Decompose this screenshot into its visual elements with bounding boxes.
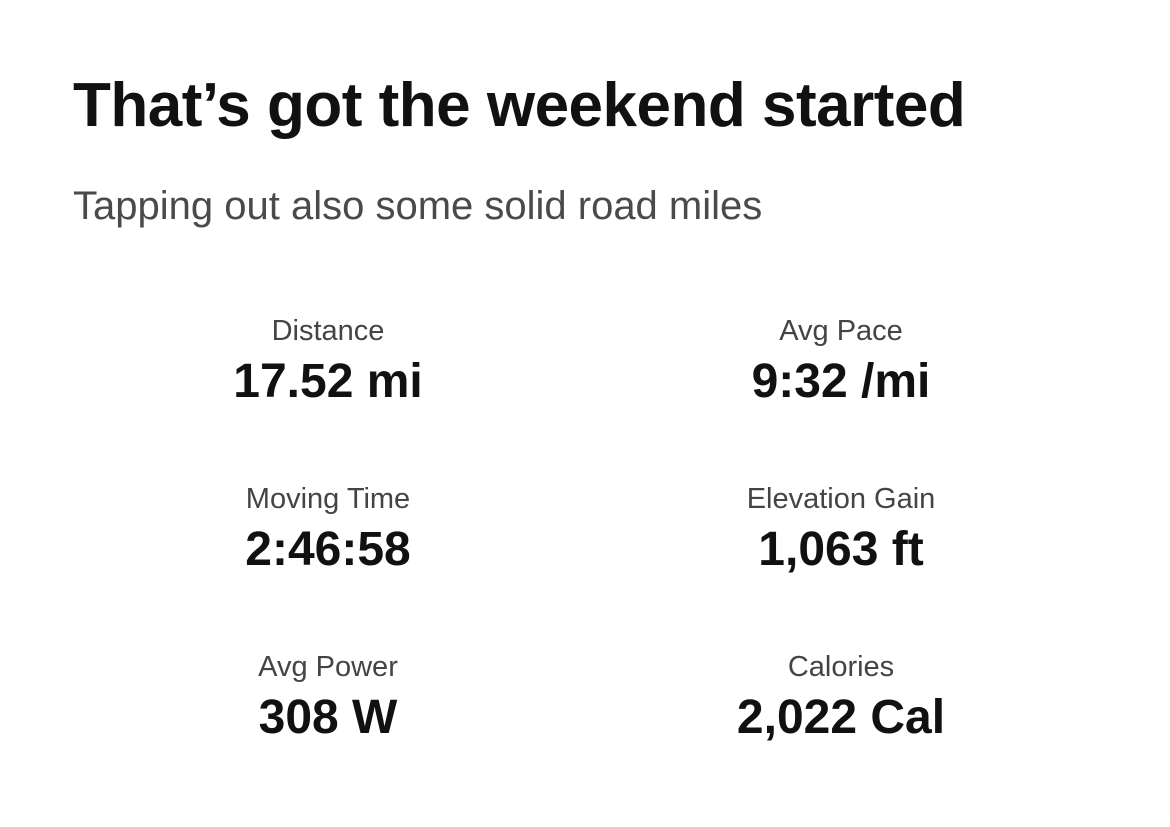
stat-label: Avg Pace — [779, 315, 903, 347]
stat-label: Elevation Gain — [746, 483, 936, 515]
stat: Distance 17.52 mi — [72, 310, 584, 478]
stat-value: 308 W — [258, 691, 398, 744]
stat-label: Moving Time — [245, 483, 411, 515]
stat-value: 17.52 mi — [233, 355, 423, 408]
stat-label: Avg Power — [258, 651, 398, 683]
stat-label: Calories — [787, 651, 895, 683]
stat: Moving Time 2:46:58 — [72, 478, 584, 646]
stat-value: 2,022 Cal — [736, 691, 946, 744]
stat: Avg Power 308 W — [72, 646, 584, 814]
stat-value: 9:32 /mi — [751, 355, 931, 408]
subtitle: Tapping out also some solid road miles — [73, 184, 763, 228]
stat-label: Distance — [271, 315, 385, 347]
stat-value: 2:46:58 — [245, 523, 411, 576]
stat-value: 1,063 ft — [758, 523, 924, 576]
title: That’s got the weekend started — [73, 71, 966, 140]
stat: Avg Pace 9:32 /mi — [585, 310, 1097, 478]
stat: Calories 2,022 Cal — [585, 646, 1097, 814]
stats-grid: Distance 17.52 mi Avg Pace 9:32 /mi Moving T… — [73, 310, 1097, 814]
stat: Elevation Gain 1,063 ft — [585, 478, 1097, 646]
